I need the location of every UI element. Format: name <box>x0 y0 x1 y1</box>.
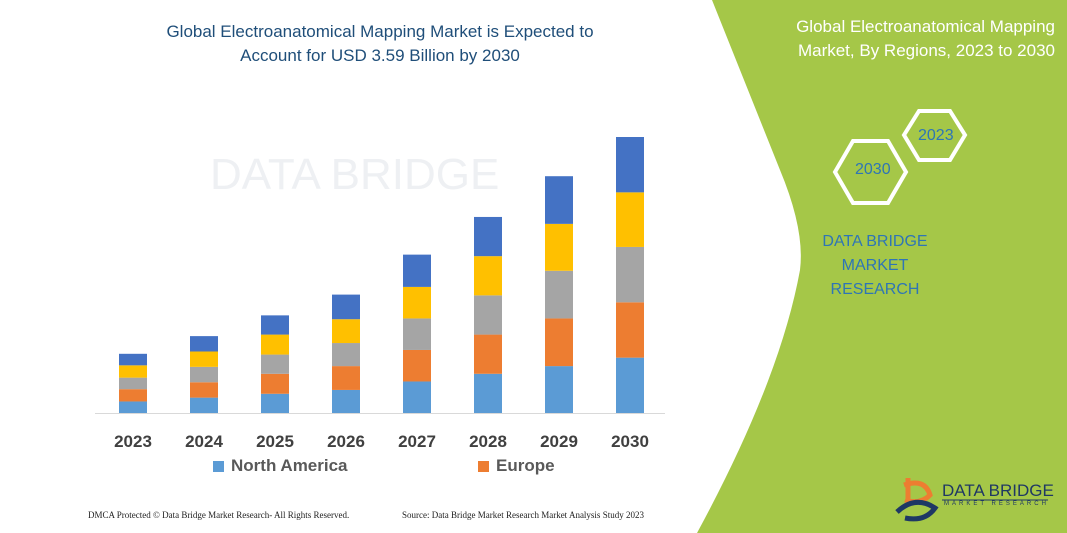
bar-segment-2028-4 <box>474 216 502 257</box>
x-tick-label: 2026 <box>327 432 365 451</box>
legend-swatch <box>213 460 224 472</box>
bar-segment-2026-0 <box>332 389 360 413</box>
x-tick-label: 2029 <box>540 432 578 451</box>
logo-subtitle: MARKET RESEARCH <box>944 501 1049 507</box>
brand-line: DATA BRIDGE MARKET <box>822 233 928 274</box>
panel-background <box>697 0 1067 533</box>
footer-source: Source: Data Bridge Market Research Mark… <box>402 510 644 520</box>
bar-segment-2023-2 <box>119 377 147 390</box>
x-tick-label: 2024 <box>185 432 223 451</box>
bar-segment-2026-1 <box>332 366 360 390</box>
brand-text: DATA BRIDGE MARKET RESEARCH <box>800 230 950 302</box>
logo-icon-lower <box>895 499 939 522</box>
bar-segment-2026-3 <box>332 319 360 344</box>
bar-segment-2030-1 <box>616 302 644 358</box>
bar-segment-2023-0 <box>119 401 147 413</box>
legend-label: North America <box>231 456 348 475</box>
bar-segment-2027-2 <box>403 318 431 350</box>
bar-segment-2030-4 <box>616 137 644 193</box>
chart-title: Global Electroanatomical Mapping Market … <box>100 20 660 68</box>
bar-segment-2025-4 <box>261 315 289 335</box>
bar-segment-2027-1 <box>403 349 431 382</box>
bar-segment-2029-3 <box>545 223 573 271</box>
logo-name: DATA BRIDGE <box>942 481 1054 500</box>
hexagon-2030 <box>832 139 909 205</box>
panel-title: Global Electroanatomical Mapping Market,… <box>735 15 1055 63</box>
bar-segment-2028-0 <box>474 373 502 413</box>
bar-segment-2030-3 <box>616 192 644 247</box>
x-tick-label: 2028 <box>469 432 507 451</box>
hexagon-2023 <box>901 109 968 162</box>
bar-segment-2030-2 <box>616 246 644 303</box>
bar-segment-2023-3 <box>119 365 147 378</box>
legend-swatch <box>478 460 489 472</box>
bar-segment-2024-1 <box>190 382 218 398</box>
bar-segment-2024-2 <box>190 366 218 383</box>
bar-segment-2025-0 <box>261 393 289 413</box>
bar-segment-2028-1 <box>474 334 502 374</box>
hex-label-2030: 2030 <box>855 161 891 178</box>
panel-title-line: Market, By Regions, 2023 to 2030 <box>797 41 1055 60</box>
bar-segment-2029-4 <box>545 176 573 224</box>
x-tick-label: 2027 <box>398 432 436 451</box>
panel-title-line: Global Electroanatomical Mapping <box>796 17 1055 36</box>
bar-segment-2028-3 <box>474 256 502 296</box>
hex-label-2023: 2023 <box>918 127 954 144</box>
bar-segment-2024-4 <box>190 336 218 352</box>
bar-segment-2027-0 <box>403 381 431 413</box>
bar-segment-2029-2 <box>545 270 573 319</box>
chart: 2023 2024 2025 2026 2027 2028 2029 2030 <box>95 137 665 451</box>
bar-segment-2030-0 <box>616 357 644 413</box>
bar-segment-2028-2 <box>474 295 502 335</box>
legend-europe: Europe <box>478 456 555 476</box>
bar-segment-2029-0 <box>545 366 573 413</box>
footer-copyright: DMCA Protected © Data Bridge Market Rese… <box>88 510 350 520</box>
x-tick-label: 2023 <box>114 432 152 451</box>
bar-segment-2024-0 <box>190 397 218 413</box>
legend-north-america: North America <box>213 456 348 476</box>
legend-label: Europe <box>496 456 555 475</box>
bar-segment-2024-3 <box>190 351 218 367</box>
bar-segment-2025-1 <box>261 373 289 394</box>
bar-segment-2025-2 <box>261 354 289 374</box>
x-tick-label: 2030 <box>611 432 649 451</box>
title-line: Account for USD 3.59 Billion by 2030 <box>240 46 520 65</box>
x-tick-label: 2025 <box>256 432 294 451</box>
title-line: Global Electroanatomical Mapping Market … <box>166 22 594 41</box>
bar-segment-2026-4 <box>332 294 360 320</box>
brand-line: RESEARCH <box>830 281 920 298</box>
bar-segment-2023-1 <box>119 389 147 402</box>
bar-segment-2025-3 <box>261 334 289 355</box>
bar-segment-2023-4 <box>119 353 147 366</box>
bar-segment-2027-4 <box>403 254 431 287</box>
bar-segment-2029-1 <box>545 318 573 367</box>
watermark: DATA BRIDGE <box>210 150 500 199</box>
bar-segment-2026-2 <box>332 343 360 367</box>
bar-segment-2027-3 <box>403 286 431 319</box>
